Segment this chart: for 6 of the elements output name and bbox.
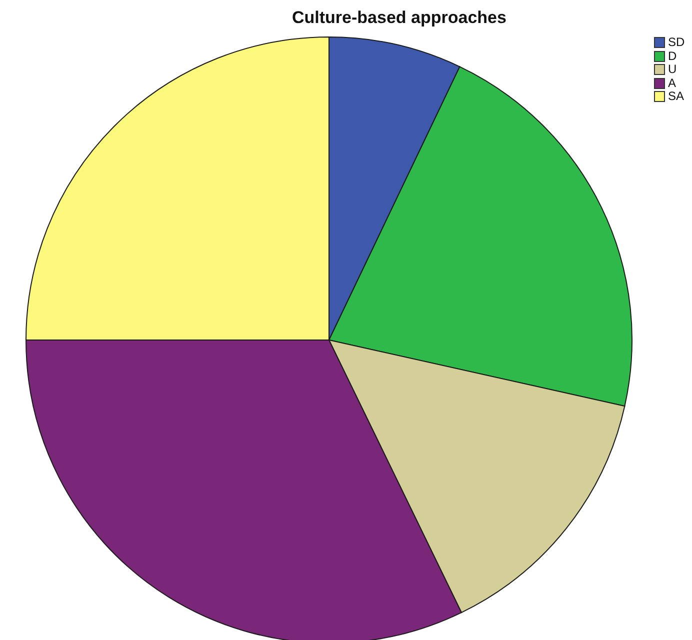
legend-label: SD (668, 35, 686, 50)
chart-title: Culture-based approaches (292, 8, 506, 28)
legend-label: D (668, 48, 678, 63)
legend-label: SA (668, 89, 686, 104)
legend-label: U (668, 62, 678, 76)
legend-label: A (668, 76, 678, 90)
